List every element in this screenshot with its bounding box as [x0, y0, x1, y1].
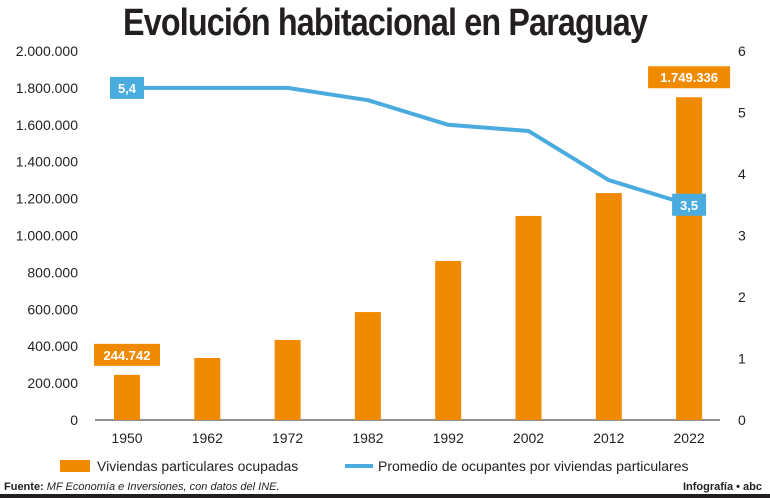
left-tick-label: 2.000.000: [16, 43, 78, 59]
bar: [676, 97, 703, 421]
right-tick-label: 0: [738, 412, 746, 428]
source-label: Fuente:: [4, 481, 44, 493]
bar: [515, 215, 542, 420]
bar: [595, 193, 622, 420]
legend-swatch-bars: [60, 460, 90, 472]
x-tick-label: 2012: [593, 430, 624, 446]
left-tick-label: 1.600.000: [16, 117, 78, 133]
right-tick-label: 1: [738, 351, 746, 367]
left-tick-label: 1.200.000: [16, 191, 78, 207]
credit: Infografía • abc: [682, 481, 762, 493]
right-tick-label: 3: [738, 228, 746, 244]
right-tick-label: 5: [738, 105, 746, 121]
x-tick-label: 1972: [272, 430, 303, 446]
x-tick-label: 1992: [433, 430, 464, 446]
bar: [194, 358, 221, 420]
left-tick-label: 200.000: [27, 375, 78, 391]
data-label-box: [94, 343, 160, 366]
data-label-box: [110, 76, 144, 99]
bar: [114, 374, 140, 420]
bar: [435, 260, 462, 420]
source-text: MF Economía e Inversiones, con datos del…: [46, 481, 280, 493]
left-tick-label: 1.400.000: [16, 154, 78, 170]
data-label: 1.749.336: [660, 70, 718, 85]
x-tick-label: 1950: [111, 430, 142, 446]
right-tick-label: 2: [738, 289, 746, 305]
x-tick-label: 1982: [352, 430, 383, 446]
legend-label-bars: Viviendas particulares ocupadas: [97, 458, 298, 474]
left-tick-label: 400.000: [27, 338, 78, 354]
left-tick-label: 800.000: [27, 264, 78, 280]
data-label-box: [672, 193, 707, 216]
legend-label-line: Promedio de ocupantes por viviendas part…: [378, 458, 689, 474]
bar: [354, 312, 381, 420]
bottom-bar: [0, 494, 770, 498]
left-tick-label: 0: [70, 412, 78, 428]
right-tick-label: 6: [738, 43, 746, 59]
line-series: [127, 85, 690, 207]
source-note: Fuente: MF Economía e Inversiones, con d…: [4, 481, 280, 493]
chart-title: Evolución habitacional en Paraguay: [123, 2, 648, 44]
data-label: 5,4: [118, 81, 137, 96]
left-tick-label: 1.800.000: [16, 80, 78, 96]
bar: [274, 339, 301, 420]
x-tick-label: 2002: [513, 430, 544, 446]
x-tick-label: 1962: [192, 430, 223, 446]
left-tick-label: 1.000.000: [16, 228, 78, 244]
x-tick-label: 2022: [674, 430, 705, 446]
data-label-box: [648, 66, 731, 89]
data-label: 244.742: [104, 348, 151, 363]
data-label: 3,5: [680, 198, 698, 213]
right-tick-label: 4: [738, 166, 746, 182]
left-tick-label: 600.000: [27, 301, 78, 317]
